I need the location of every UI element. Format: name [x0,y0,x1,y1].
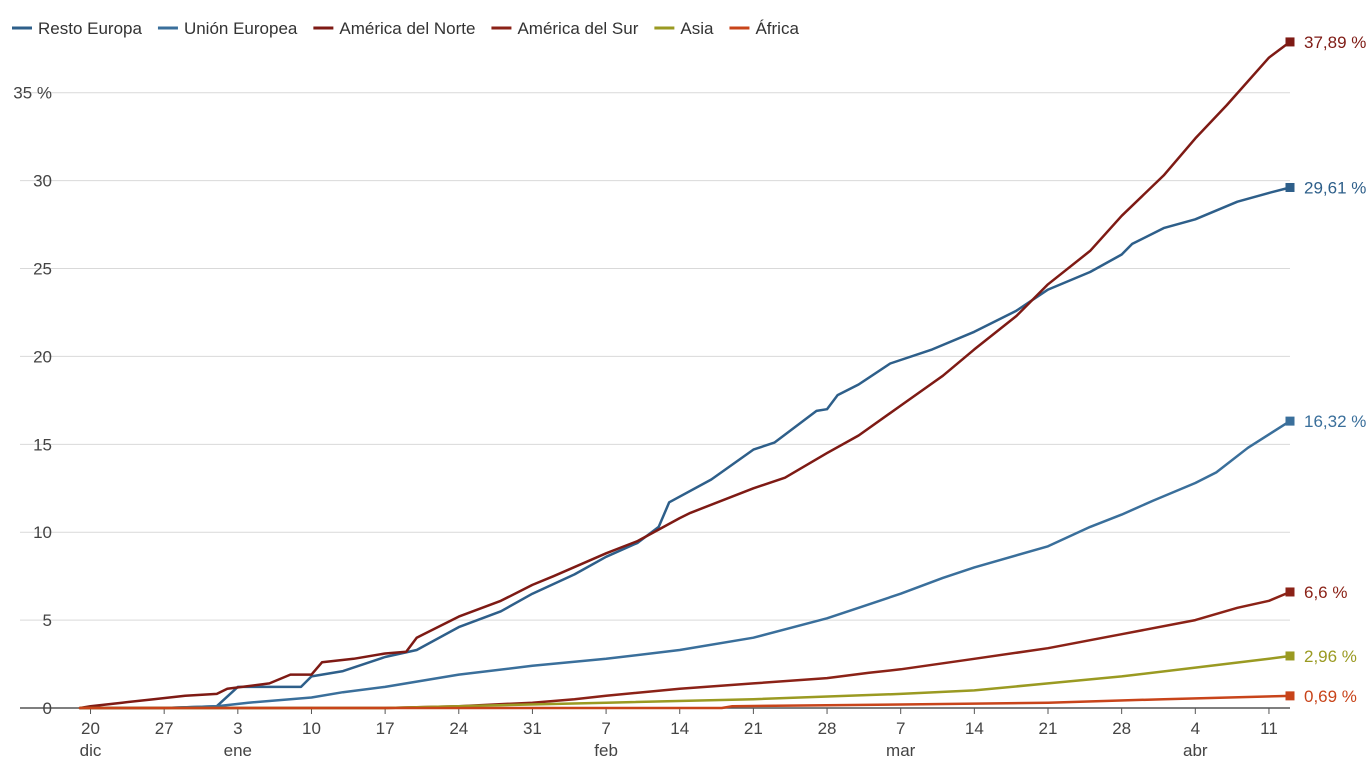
series-end-marker-union-europea [1285,416,1295,426]
legend: Resto Europa Unión Europea América del Nor… [12,19,799,38]
x-tick-label: 20 [81,719,100,738]
series-end-marker-asia [1285,651,1295,661]
y-tick-label: 20 [33,347,52,366]
y-tick-label: 15 [33,435,52,454]
end-label-asia: 2,96 % [1304,647,1357,666]
y-tick-label: 35 % [13,84,52,103]
series-line-america-del-norte [78,40,1292,710]
x-month-label: abr [1183,741,1208,760]
legend-item-asia: Asia [680,19,714,38]
y-tick-label: 10 [33,523,52,542]
x-tick-label: 17 [376,719,395,738]
x-tick-label: 4 [1191,719,1200,738]
series-end-marker-america-del-sur [1285,587,1295,597]
x-tick-label: 11 [1260,719,1278,738]
series-line-africa [78,694,1292,710]
x-tick-label: 7 [601,719,610,738]
end-label-africa: 0,69 % [1304,687,1357,706]
x-tick-label: 21 [744,719,763,738]
legend-item-resto-europa: Resto Europa [38,19,142,38]
series-lines [78,37,1295,710]
series-end-marker-resto-europa [1285,182,1295,192]
series-line-resto-europa [78,186,1292,710]
end-label-america-del-norte: 37,89 % [1304,33,1366,52]
series-end-marker-africa [1285,691,1295,701]
end-label-union-europea: 16,32 % [1304,412,1366,431]
y-tick-label: 5 [43,611,52,630]
x-month-label: ene [224,741,252,760]
y-tick-label: 0 [43,699,52,718]
x-month-label: dic [80,741,102,760]
end-label-resto-europa: 29,61 % [1304,178,1366,197]
x-tick-label: 21 [1039,719,1058,738]
series-end-marker-america-del-norte [1285,37,1295,47]
x-tick-label: 28 [818,719,837,738]
series-line-asia [78,654,1292,710]
x-tick-label: 14 [670,719,689,738]
x-tick-label: 28 [1112,719,1131,738]
x-tick-label: 3 [233,719,242,738]
x-tick-label: 7 [896,719,905,738]
legend-item-union-europea: Unión Europea [184,19,298,38]
x-tick-label: 14 [965,719,984,738]
gridlines [20,92,1290,709]
legend-item-america-del-sur: América del Sur [517,19,638,38]
x-month-label: feb [594,741,618,760]
y-tick-label: 30 [33,172,52,191]
y-tick-label: 25 [33,260,52,279]
x-tick-label: 31 [523,719,542,738]
x-tick-label: 24 [449,719,468,738]
series-line-america-del-sur [78,590,1292,710]
x-month-label: mar [886,741,916,760]
end-labels: 29,61 % 16,32 % 37,89 % 6,6 % 2,96 % 0,69 % [1304,33,1366,706]
legend-item-america-del-norte: América del Norte [339,19,475,38]
series-line-union-europea [78,419,1292,710]
x-axis-ticks: 20 dic 27 3 ene 10 17 24 31 7 feb 14 21 28 7 mar 14 21 28 4… [80,708,1278,760]
y-axis-ticks: 0 5 10 15 20 25 30 35 % [13,84,52,718]
x-tick-label: 10 [302,719,321,738]
legend-item-africa: África [755,19,799,38]
end-label-america-del-sur: 6,6 % [1304,583,1347,602]
x-tick-label: 27 [155,719,174,738]
